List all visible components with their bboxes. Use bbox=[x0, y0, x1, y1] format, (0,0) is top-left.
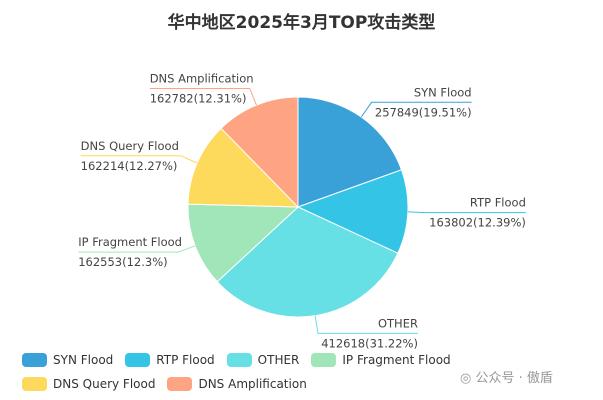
slice-label-value: 163802(12.39%) bbox=[429, 216, 526, 230]
slice-label-name: DNS Amplification bbox=[150, 71, 254, 85]
label-leader-line bbox=[149, 87, 257, 106]
wechat-icon: ◎ bbox=[460, 371, 476, 386]
label-leader-line bbox=[314, 315, 418, 334]
slice-label-value: 257849(19.51%) bbox=[375, 105, 472, 119]
slice-label-name: DNS Query Flood bbox=[81, 139, 179, 153]
legend-label: IP Fragment Flood bbox=[342, 353, 451, 367]
legend-item[interactable]: DNS Query Flood bbox=[22, 375, 155, 393]
legend-label: DNS Amplification bbox=[198, 377, 307, 391]
slice-label-value: 162782(12.31%) bbox=[150, 91, 247, 105]
legend-item[interactable]: RTP Flood bbox=[125, 351, 215, 369]
slice-label-name: SYN Flood bbox=[414, 85, 472, 99]
legend-item[interactable]: OTHER bbox=[226, 351, 300, 369]
legend-item[interactable]: SYN Flood bbox=[22, 351, 113, 369]
legend-swatch bbox=[22, 377, 47, 391]
label-leader-line bbox=[78, 245, 196, 253]
slice-label-name: OTHER bbox=[378, 316, 418, 330]
legend-label: RTP Flood bbox=[156, 353, 215, 367]
legend-item[interactable]: IP Fragment Flood bbox=[311, 351, 451, 369]
slice-label-name: RTP Flood bbox=[470, 196, 526, 210]
slice-label-name: IP Fragment Flood bbox=[78, 235, 182, 249]
label-leader-line bbox=[360, 101, 472, 118]
legend: SYN Flood RTP Flood OTHER IP Fragment Flood… bbox=[22, 351, 602, 393]
label-leader-line bbox=[407, 211, 526, 214]
legend-swatch bbox=[226, 353, 252, 367]
legend-item[interactable]: DNS Amplification bbox=[167, 375, 307, 393]
legend-swatch bbox=[311, 353, 337, 367]
chart-title: 华中地区2025年3月TOP攻击类型 bbox=[167, 13, 436, 33]
slice-label-value: 162214(12.27%) bbox=[81, 159, 178, 173]
slice-label-value: 162553(12.3%) bbox=[78, 255, 167, 269]
slice-label-value: 412618(31.22%) bbox=[321, 336, 418, 350]
legend-swatch bbox=[22, 353, 47, 367]
legend-swatch bbox=[125, 353, 151, 367]
pie-slice[interactable] bbox=[216, 206, 399, 318]
label-leader-line bbox=[80, 155, 198, 164]
pie-slice[interactable] bbox=[187, 203, 300, 283]
watermark: ◎ 公众号 · 傲盾 bbox=[460, 371, 553, 386]
legend-label: DNS Query Flood bbox=[53, 377, 156, 391]
legend-label: SYN Flood bbox=[53, 353, 114, 367]
legend-label: OTHER bbox=[257, 353, 300, 367]
legend-swatch bbox=[167, 377, 193, 391]
